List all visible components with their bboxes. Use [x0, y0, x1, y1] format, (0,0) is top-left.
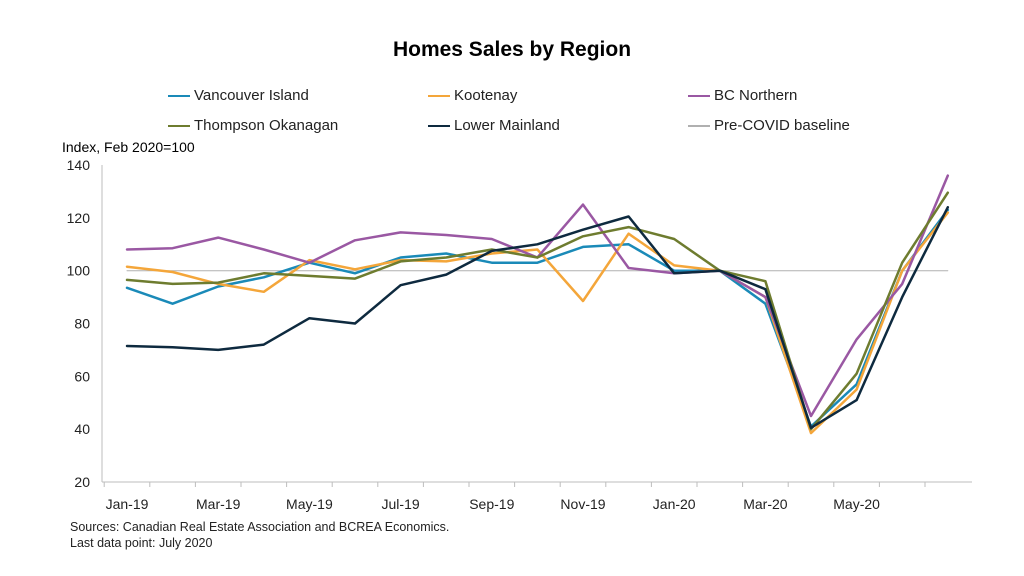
- y-tick-label: 140: [67, 157, 91, 173]
- legend-swatch: [168, 124, 190, 127]
- legend-label: Lower Mainland: [454, 117, 560, 134]
- x-tick-label: Mar-20: [743, 496, 788, 512]
- y-axis-label: Index, Feb 2020=100: [62, 139, 195, 155]
- x-tick-label: Mar-19: [196, 496, 241, 512]
- legend-item-bc-northern: BC Northern: [688, 87, 797, 104]
- legend-label: Thompson Okanagan: [194, 117, 339, 134]
- legend-item-pre-covid-baseline: Pre-COVID baseline: [688, 117, 850, 134]
- chart-title: Homes Sales by Region: [392, 38, 632, 61]
- legend-swatch: [688, 94, 710, 97]
- legend-label: Pre-COVID baseline: [714, 117, 850, 134]
- legend-swatch: [688, 124, 710, 127]
- x-tick-label: May-19: [286, 496, 333, 512]
- last-data-point-note: Last data point: July 2020: [70, 536, 213, 550]
- y-tick-label: 20: [74, 474, 90, 490]
- series-line-lower-mainland: [125, 206, 950, 430]
- x-tick-label: Jul-19: [382, 496, 420, 512]
- y-tick-label: 80: [74, 316, 90, 332]
- legend-label: Vancouver Island: [194, 87, 309, 104]
- legend-label: BC Northern: [714, 87, 798, 104]
- series-line-kootenay: [125, 211, 950, 435]
- legend-item-lower-mainland: Lower Mainland: [428, 117, 560, 134]
- legend-item-thompson-okanagan: Thompson Okanagan: [168, 117, 338, 134]
- x-tick-label: May-20: [833, 496, 880, 512]
- legend-swatch: [168, 94, 190, 97]
- y-tick-label: 60: [74, 368, 90, 384]
- legend-swatch: [428, 124, 450, 127]
- sources-note: Sources: Canadian Real Estate Associatio…: [70, 520, 450, 534]
- y-tick-label: 100: [67, 263, 91, 279]
- x-tick-label: Nov-19: [560, 496, 605, 512]
- legend-item-vancouver-island: Vancouver Island: [168, 87, 309, 104]
- series-line-thompson-okanagan: [125, 191, 950, 431]
- x-tick-label: Jan-20: [653, 496, 696, 512]
- series-line-bc-northern: [125, 174, 950, 418]
- legend-label: Kootenay: [454, 87, 518, 104]
- x-tick-label: Jan-19: [106, 496, 149, 512]
- legend-item-kootenay: Kootenay: [428, 87, 517, 104]
- y-tick-label: 120: [67, 210, 91, 226]
- y-tick-label: 40: [74, 421, 90, 437]
- legend-swatch: [428, 94, 450, 97]
- x-tick-label: Sep-19: [469, 496, 514, 512]
